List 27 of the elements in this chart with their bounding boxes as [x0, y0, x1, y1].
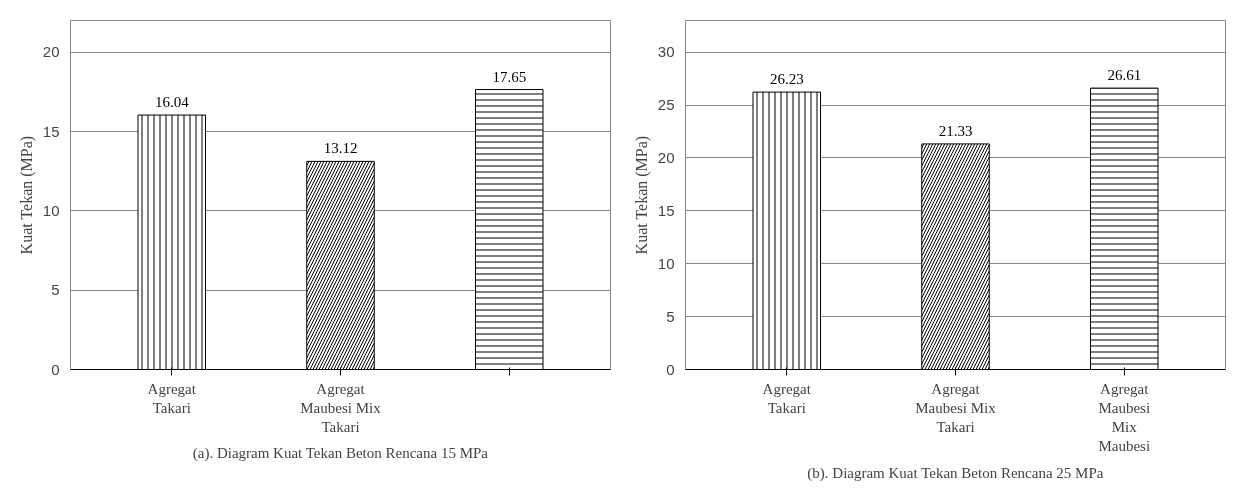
y-axis-title: Kuat Tekan (MPa): [632, 135, 651, 255]
y-tick-label: 15: [657, 201, 675, 219]
data-label: 13.12: [323, 140, 358, 157]
y-tick-label: 5: [666, 307, 675, 325]
data-label: 21.33: [938, 122, 973, 139]
data-label: 16.04: [154, 94, 190, 111]
x-tick-label: Agregat Maubesi Mix Takari: [915, 380, 997, 435]
y-tick-label: 30: [657, 43, 675, 61]
data-label: 26.61: [1107, 67, 1142, 84]
y-tick-label: 25: [657, 96, 675, 114]
y-tick-label: 5: [51, 281, 60, 299]
data-label: 26.23: [769, 71, 804, 88]
y-tick-label: 15: [42, 122, 60, 140]
y-tick-label: 10: [42, 201, 60, 219]
y-tick-label: 0: [51, 360, 60, 378]
x-tick-label: Agregat Takari: [147, 380, 197, 416]
data-label: 17.65: [492, 68, 527, 85]
y-tick-label: 20: [657, 148, 675, 166]
y-tick-label: 10: [657, 254, 675, 272]
y-tick-label: 0: [666, 360, 675, 378]
x-tick-label: Agregat Maubesi Mix Maubesi: [1098, 380, 1151, 455]
x-tick-label: Agregat Takari: [762, 380, 812, 416]
text: (a). Diagram Kuat Tekan Beton Rencana 15 MPa: [192, 444, 489, 462]
x-tick-label: Agregat Maubesi Mix Takari: [300, 380, 382, 435]
text: (b). Diagram Kuat Tekan Beton Rencana 25 MPa: [807, 464, 1104, 482]
y-axis-title: Kuat Tekan (MPa): [17, 135, 36, 255]
y-tick-label: 20: [42, 43, 60, 61]
